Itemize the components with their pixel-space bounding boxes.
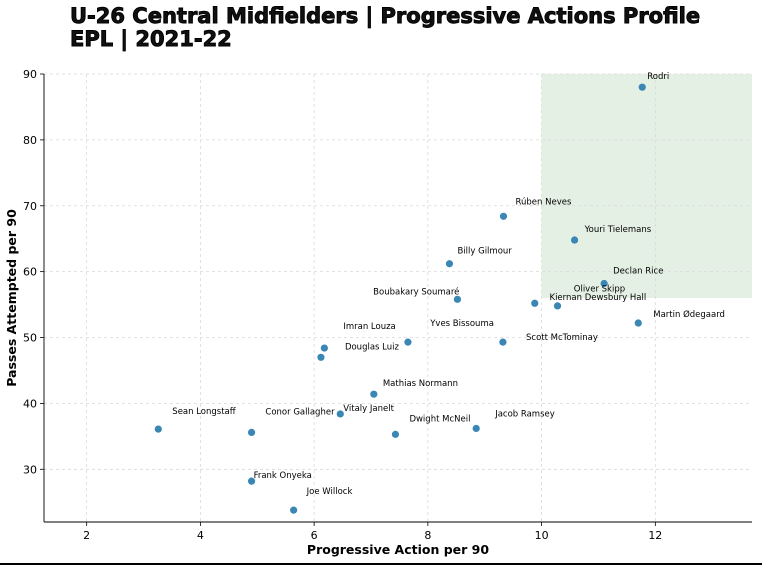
x-tick-label: 8 — [424, 529, 431, 542]
point-label: Scott McTominay — [526, 333, 598, 343]
data-point — [472, 424, 480, 433]
data-point — [453, 295, 462, 303]
y-tick-label: 40 — [23, 397, 37, 410]
point-label: Declan Rice — [613, 267, 663, 277]
point-label: Rodri — [647, 72, 669, 82]
x-tick-label: 12 — [648, 529, 662, 542]
data-point — [553, 302, 562, 310]
bottom-rule — [0, 563, 762, 565]
point-label: Martin Ødegaard — [653, 309, 725, 320]
point-label: Joe Willock — [306, 487, 353, 497]
data-point — [370, 390, 378, 398]
data-point — [247, 477, 256, 485]
y-tick-label: 60 — [23, 266, 37, 279]
point-label: Kiernan Dewsbury Hall — [550, 293, 647, 303]
point-label: Imran Louza — [343, 322, 395, 332]
data-point — [634, 319, 642, 327]
data-point — [154, 425, 162, 433]
y-tick-label: 70 — [23, 200, 37, 213]
point-label: Sean Longstaff — [172, 407, 236, 417]
x-tick-label: 6 — [311, 529, 318, 542]
data-point — [570, 236, 579, 244]
point-label: Boubakary Soumaré — [373, 286, 459, 297]
point-label: Youri Tielemans — [584, 225, 652, 235]
point-label: Jacob Ramsey — [494, 409, 555, 419]
data-point — [600, 279, 608, 288]
point-label: Conor Gallagher — [265, 407, 335, 417]
grid-lines — [44, 73, 752, 522]
point-label: Rúben Neves — [515, 197, 571, 207]
data-point — [499, 212, 508, 220]
data-point — [445, 260, 454, 268]
point-label: Frank Onyeka — [254, 471, 312, 481]
point-labels: Rodri Rúben Neves Youri Tielemans Billy Gil… — [172, 72, 725, 497]
axes: 2 4 6 8 10 12 30 40 50 60 70 80 90 — [23, 68, 752, 542]
point-label: Yves Bissouma — [429, 319, 494, 329]
data-point — [531, 299, 539, 307]
point-label: Billy Gilmour — [457, 247, 512, 257]
point-label: Douglas Luiz — [345, 342, 400, 352]
data-point — [336, 410, 344, 418]
x-tick-label: 2 — [83, 529, 90, 542]
y-tick-label: 90 — [23, 68, 37, 81]
y-tick-label: 50 — [23, 332, 37, 345]
x-axis-label: Progressive Action per 90 — [307, 542, 489, 557]
data-point — [391, 430, 400, 438]
point-label: Dwight McNeil — [409, 414, 470, 424]
y-axis-label: Passes Attempted per 90 — [4, 209, 19, 387]
data-point — [320, 344, 328, 352]
x-tick-label: 4 — [197, 529, 204, 542]
point-label: Oliver Skipp — [574, 284, 625, 294]
point-label: Mathias Normann — [383, 379, 458, 389]
data-point — [317, 353, 325, 361]
scatter-points — [154, 83, 646, 514]
y-tick-label: 80 — [23, 134, 37, 147]
data-point — [247, 428, 256, 436]
point-label: Vitaly Janelt — [343, 404, 394, 414]
data-point — [404, 338, 412, 346]
chart-title: U-26 Central Midfielders | Progressive A… — [70, 4, 700, 29]
data-point — [499, 338, 507, 346]
highlight-region — [541, 74, 752, 298]
chart-subtitle: EPL | 2021-22 — [70, 27, 232, 52]
data-point — [638, 83, 646, 91]
y-tick-label: 30 — [23, 463, 37, 476]
x-tick-label: 10 — [535, 529, 549, 542]
data-point — [290, 506, 298, 514]
